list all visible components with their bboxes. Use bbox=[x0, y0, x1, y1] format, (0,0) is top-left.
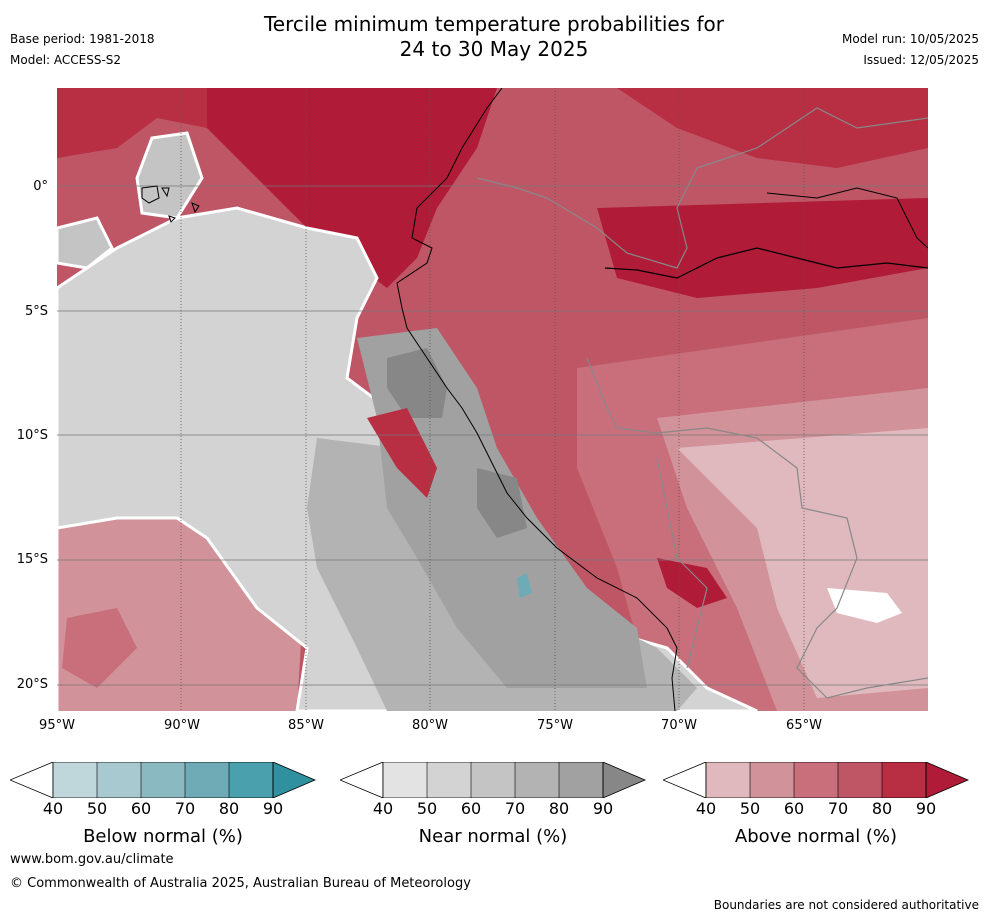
above-90-altiplano bbox=[657, 558, 727, 608]
lon-label-65w: 65°W bbox=[786, 718, 822, 733]
lon-label-80w: 80°W bbox=[412, 718, 448, 733]
above-90-amazon-band bbox=[597, 198, 928, 298]
near-swatch-40 bbox=[383, 762, 427, 798]
above-tick-70: 70 bbox=[827, 799, 849, 818]
above-normal-title: Above normal (%) bbox=[734, 826, 898, 847]
lat-label-10s: 10°S bbox=[16, 428, 48, 443]
below-tick-90: 90 bbox=[262, 799, 284, 818]
meta-left: Base period: 1981-2018 Model: ACCESS-S2 bbox=[10, 29, 155, 71]
below-swatch-60 bbox=[141, 762, 185, 798]
amazon-river bbox=[604, 247, 928, 279]
lon-label-75w: 75°W bbox=[537, 718, 573, 733]
colorbar-near-normal bbox=[340, 762, 646, 798]
below-tick-80: 80 bbox=[218, 799, 240, 818]
below-tick-50: 50 bbox=[86, 799, 108, 818]
footer-copyright: © Commonwealth of Australia 2025, Austra… bbox=[10, 876, 471, 891]
map-title: Tercile minimum temperature probabilitie… bbox=[0, 12, 988, 62]
issued-date: Issued: 12/05/2025 bbox=[863, 53, 979, 67]
below-swatch-50 bbox=[97, 762, 141, 798]
near-normal-galapagos bbox=[135, 131, 204, 220]
above-swatch-40 bbox=[706, 762, 750, 798]
title-line-2: 24 to 30 May 2025 bbox=[399, 37, 589, 61]
above-swatch-80 bbox=[882, 762, 926, 798]
below-tick-60: 60 bbox=[130, 799, 152, 818]
footer-disclaimer: Boundaries are not considered authoritat… bbox=[713, 898, 979, 912]
title-line-1: Tercile minimum temperature probabilitie… bbox=[263, 12, 725, 36]
white-patch-east bbox=[827, 588, 902, 623]
base-period: Base period: 1981-2018 bbox=[10, 32, 155, 46]
galapagos-islands bbox=[141, 185, 200, 223]
lon-label-90w: 90°W bbox=[164, 718, 200, 733]
near-swatch-50 bbox=[427, 762, 471, 798]
above-tick-80: 80 bbox=[871, 799, 893, 818]
near-swatch-90 bbox=[602, 762, 646, 798]
probability-map bbox=[57, 88, 928, 711]
footer-url: www.bom.gov.au/climate bbox=[10, 852, 174, 867]
above-80-strip bbox=[57, 88, 207, 158]
lat-label-5s: 5°S bbox=[24, 304, 48, 319]
model-name: Model: ACCESS-S2 bbox=[10, 53, 122, 67]
lat-label-20s: 20°S bbox=[16, 677, 48, 692]
colorbar-below-normal bbox=[10, 762, 316, 798]
above-90-amazon-north bbox=[617, 88, 928, 168]
coastline bbox=[396, 88, 678, 711]
below-swatch-90 bbox=[272, 762, 316, 798]
below-swatch-40 bbox=[53, 762, 97, 798]
below-tick-40: 40 bbox=[42, 799, 64, 818]
near-swatch-80 bbox=[559, 762, 603, 798]
near-tick-70: 70 bbox=[504, 799, 526, 818]
below-tick-70: 70 bbox=[174, 799, 196, 818]
below-normal-spot bbox=[517, 573, 532, 598]
above-90-coastal bbox=[367, 408, 437, 498]
near-normal-title: Near normal (%) bbox=[418, 826, 568, 847]
above-swatch-60 bbox=[794, 762, 838, 798]
above-tick-50: 50 bbox=[739, 799, 761, 818]
lon-label-95w: 95°W bbox=[39, 718, 75, 733]
lon-label-85w: 85°W bbox=[288, 718, 324, 733]
lon-label-70w: 70°W bbox=[661, 718, 697, 733]
above-tick-40: 40 bbox=[695, 799, 717, 818]
above-swatch-90 bbox=[925, 762, 969, 798]
grid-lines bbox=[57, 88, 928, 711]
above-90-north-ocean bbox=[207, 88, 497, 288]
amazon-river-north bbox=[766, 187, 928, 249]
above-40-east bbox=[677, 428, 928, 698]
model-run: Model run: 10/05/2025 bbox=[841, 32, 979, 46]
near-swatch-60 bbox=[471, 762, 515, 798]
near-normal-90-b bbox=[477, 468, 527, 538]
below-swatch-70 bbox=[185, 762, 229, 798]
near-swatch-70 bbox=[515, 762, 559, 798]
above-tick-60: 60 bbox=[783, 799, 805, 818]
below-normal-title: Below normal (%) bbox=[83, 826, 243, 847]
near-tick-50: 50 bbox=[416, 799, 438, 818]
meta-right: Model run: 10/05/2025 Issued: 12/05/2025 bbox=[842, 29, 979, 71]
near-normal-west-patch bbox=[57, 216, 114, 270]
near-tick-80: 80 bbox=[548, 799, 570, 818]
near-tick-40: 40 bbox=[372, 799, 394, 818]
country-borders bbox=[476, 107, 928, 699]
near-tick-60: 60 bbox=[460, 799, 482, 818]
above-swatch-50 bbox=[750, 762, 794, 798]
below-swatch-80 bbox=[229, 762, 273, 798]
lat-label-0: 0° bbox=[33, 179, 48, 194]
colorbar-above-normal bbox=[663, 762, 969, 798]
above-tick-90: 90 bbox=[915, 799, 937, 818]
lat-label-15s: 15°S bbox=[16, 552, 48, 567]
above-60-southwest-spot bbox=[62, 608, 137, 688]
above-swatch-70 bbox=[838, 762, 882, 798]
near-tick-90: 90 bbox=[592, 799, 614, 818]
